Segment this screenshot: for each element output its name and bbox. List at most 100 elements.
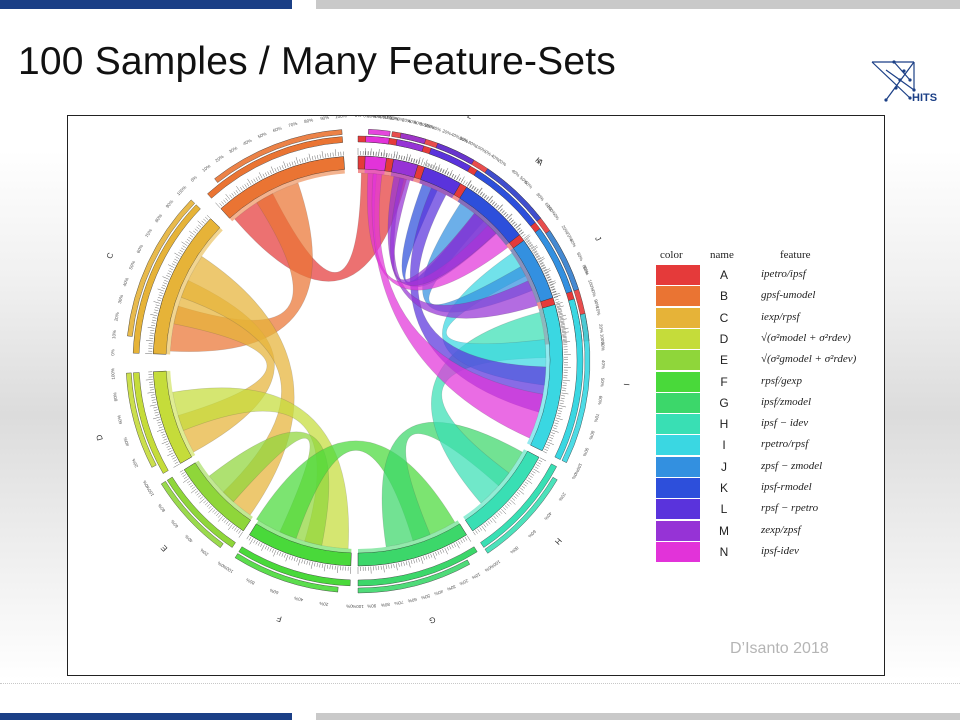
- tick-label: 100%: [599, 334, 605, 346]
- sector-tick: [231, 525, 235, 530]
- sector-tick: [558, 314, 563, 316]
- sector-tick: [163, 282, 167, 285]
- tick-label: 20%: [131, 458, 139, 468]
- sector-tick: [543, 268, 550, 272]
- tick-label: 0%: [363, 116, 370, 118]
- sector-tick: [205, 216, 209, 220]
- sector-tick: [158, 294, 163, 297]
- sector-tick: [531, 246, 538, 251]
- sector-tick: [504, 213, 509, 217]
- sector-tick: [185, 241, 189, 244]
- sector-track-outer: [484, 476, 558, 554]
- sector-tick: [512, 221, 516, 225]
- sector-tick: [198, 224, 202, 228]
- sector-tick: [541, 265, 545, 268]
- tick-label: 90%: [582, 447, 590, 457]
- legend-feature: √(σ²model + σ²rdev): [761, 331, 851, 344]
- legend-swatch: [656, 414, 700, 435]
- sector-tick: [560, 323, 565, 325]
- tick-label: 40%: [294, 596, 304, 603]
- sector-inner-ring: [390, 171, 415, 182]
- tick-label: 90%: [593, 299, 600, 309]
- sector-tick: [171, 454, 175, 458]
- sector-tick: [279, 166, 282, 170]
- tick-label: 30%: [446, 584, 456, 592]
- tick-label: 80%: [154, 213, 163, 223]
- sector-inner-ring: [463, 449, 528, 521]
- sector-tick: [151, 324, 156, 327]
- sector-tick: [529, 244, 534, 248]
- sector-tick: [489, 519, 493, 523]
- sector-tick: [466, 535, 472, 542]
- tick-label: 20%: [459, 578, 469, 586]
- sector-tick: [196, 226, 200, 230]
- sector-tick: [553, 292, 560, 296]
- sector-tick: [235, 190, 239, 194]
- sector-tick: [554, 296, 558, 299]
- sector-tick: [203, 500, 207, 504]
- sector-track-outer: [234, 553, 339, 593]
- tick-label: 40%: [372, 116, 381, 119]
- sector-tick: [530, 473, 535, 476]
- sector-tick: [383, 565, 385, 573]
- sector-tick: [553, 425, 558, 427]
- tick-label: 40%: [490, 153, 500, 162]
- sector-tick: [523, 483, 527, 487]
- sector-tick: [444, 547, 448, 555]
- sector-tick: [156, 419, 161, 421]
- sector-tick: [552, 427, 557, 430]
- sector-tick: [548, 281, 553, 283]
- sector-track-outer: [238, 546, 351, 587]
- sector-tick: [294, 160, 296, 165]
- sector-tick: [561, 395, 566, 397]
- sector-tick: [164, 279, 168, 282]
- sector-tick: [194, 228, 199, 232]
- sector-tick: [444, 167, 449, 175]
- sector-tick: [264, 545, 267, 550]
- tick-label: 20%: [367, 116, 376, 119]
- sector-tick: [432, 552, 436, 560]
- sector-tick: [255, 540, 258, 545]
- sector-tick: [216, 512, 220, 517]
- sector-tick: [173, 463, 180, 468]
- sector-tick: [552, 290, 557, 293]
- sector-tick: [442, 548, 445, 553]
- sector-tick: [549, 437, 554, 439]
- sector-tick: [533, 468, 540, 473]
- sector-tick: [540, 264, 545, 267]
- sector-tick: [236, 528, 239, 533]
- sector-tick: [532, 470, 536, 474]
- sector-tick: [495, 514, 499, 518]
- sector-tick: [442, 169, 445, 174]
- sector-tick: [234, 527, 237, 531]
- sector-tick: [161, 440, 169, 445]
- legend-swatch: [656, 456, 700, 477]
- sector-tick: [157, 297, 162, 299]
- sector-tick: [526, 239, 530, 243]
- tick-label: 40%: [450, 132, 460, 140]
- sector-tick: [560, 320, 565, 322]
- sector-tick: [303, 560, 306, 565]
- sector-tick: [481, 193, 485, 197]
- sector-tick: [432, 165, 435, 170]
- tick-label: 90%: [367, 603, 376, 608]
- figure-credit: D’Isanto 2018: [730, 640, 829, 657]
- sector-label-i: I: [622, 383, 631, 386]
- sector-tick: [215, 202, 221, 209]
- tick-label: 80%: [535, 192, 545, 202]
- sector-tick: [557, 308, 562, 311]
- sector-tick: [295, 157, 299, 164]
- sector-track-outer: [484, 168, 542, 222]
- sector-tick: [535, 255, 540, 258]
- sector-tick: [189, 234, 194, 238]
- sector-tick: [393, 563, 395, 568]
- sector-tick: [198, 494, 202, 498]
- sector-tick: [451, 544, 454, 549]
- sector-tick: [246, 182, 250, 187]
- sector-tick: [518, 489, 525, 495]
- sector-tick: [560, 400, 565, 402]
- sector-tick: [549, 284, 554, 286]
- legend-swatch: [656, 328, 700, 349]
